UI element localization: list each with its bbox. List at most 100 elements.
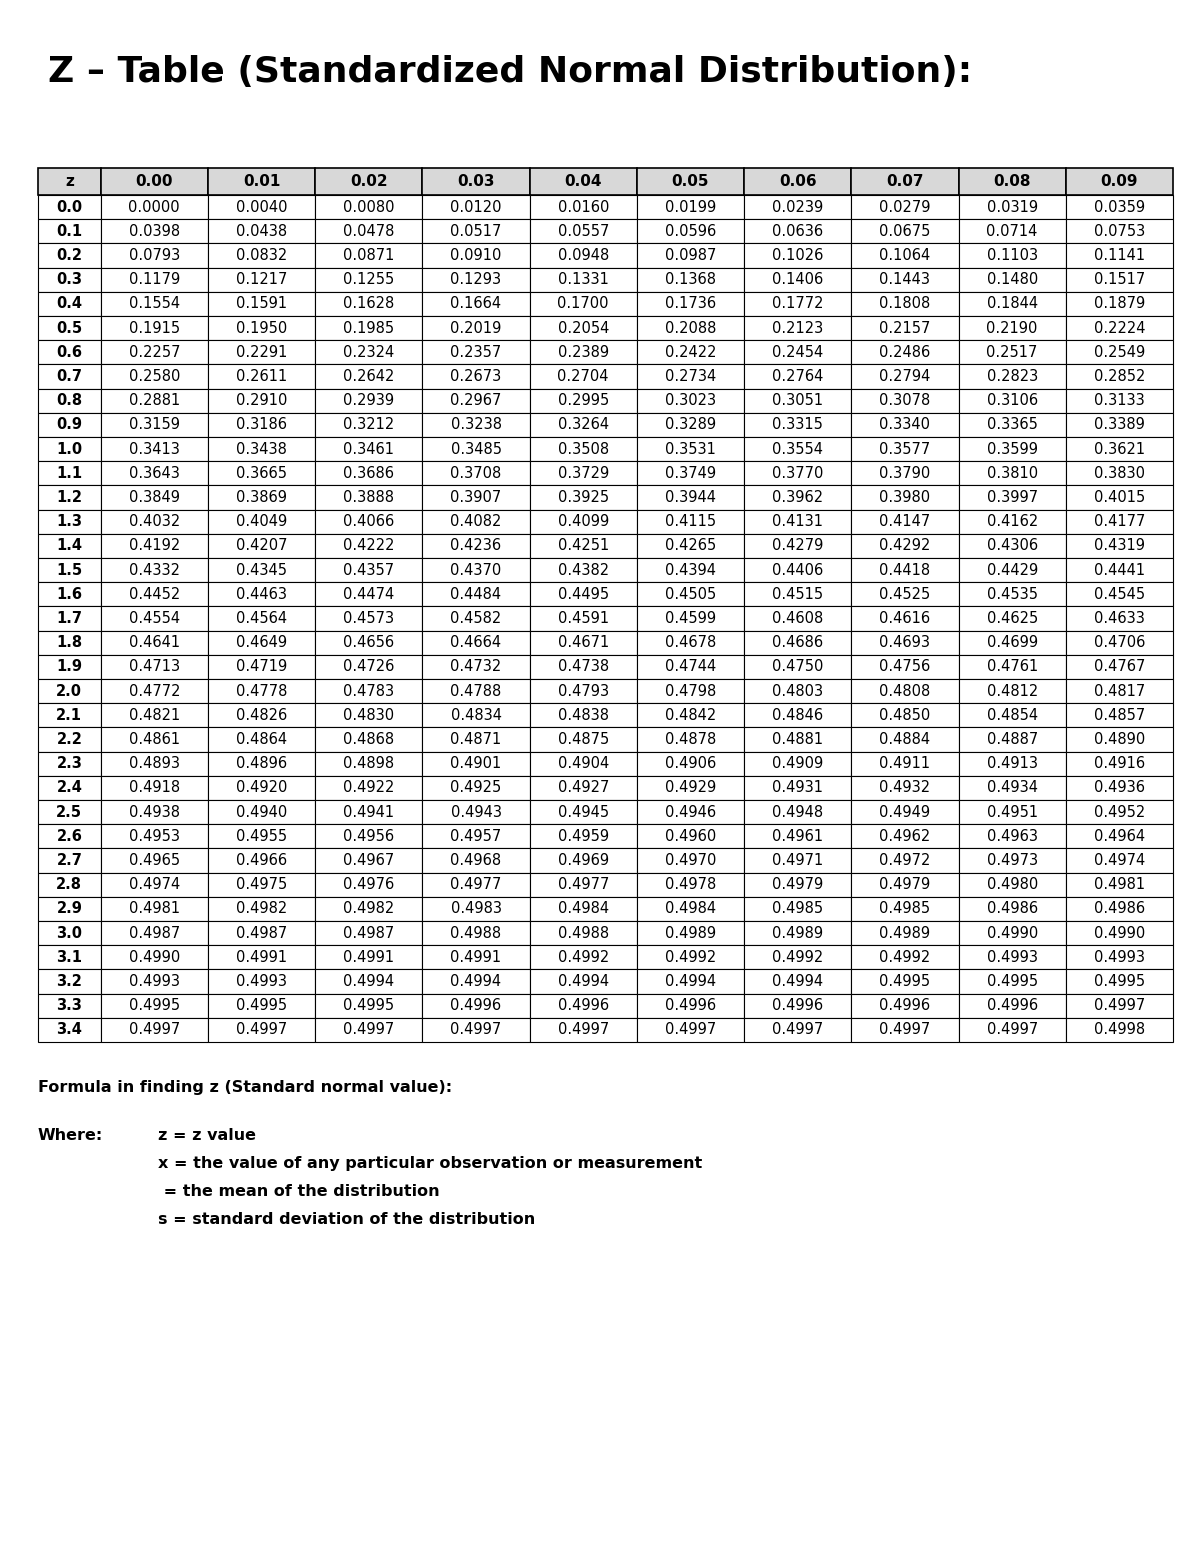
- Text: 0.3023: 0.3023: [665, 393, 716, 408]
- Text: 0.4713: 0.4713: [128, 660, 180, 674]
- Text: 0.4803: 0.4803: [772, 683, 823, 699]
- Bar: [959, 534, 1066, 558]
- Text: 0.3749: 0.3749: [665, 466, 716, 481]
- Bar: [637, 486, 744, 509]
- Bar: [637, 219, 744, 244]
- Text: Where:: Where:: [38, 1127, 103, 1143]
- Text: 0.4934: 0.4934: [986, 781, 1038, 795]
- Bar: [744, 752, 851, 776]
- Text: 0.1406: 0.1406: [772, 272, 823, 287]
- Text: 0.4922: 0.4922: [343, 781, 395, 795]
- Text: 0.4864: 0.4864: [236, 731, 287, 747]
- Text: 0.1443: 0.1443: [880, 272, 930, 287]
- Bar: [316, 509, 422, 534]
- Text: 0.04: 0.04: [564, 174, 602, 189]
- Text: 2.2: 2.2: [56, 731, 83, 747]
- Bar: [959, 365, 1066, 388]
- Bar: [422, 873, 529, 896]
- Bar: [38, 534, 101, 558]
- Bar: [959, 219, 1066, 244]
- Bar: [744, 168, 851, 196]
- Bar: [316, 704, 422, 727]
- Bar: [744, 315, 851, 340]
- Text: 0.4994: 0.4994: [665, 974, 716, 989]
- Bar: [1066, 461, 1174, 486]
- Text: 0.4948: 0.4948: [772, 804, 823, 820]
- Text: 0.2486: 0.2486: [880, 345, 930, 360]
- Text: 0.4834: 0.4834: [450, 708, 502, 722]
- Text: 2.9: 2.9: [56, 901, 83, 916]
- Bar: [529, 436, 637, 461]
- Text: 0.4898: 0.4898: [343, 756, 395, 772]
- Bar: [422, 606, 529, 631]
- Text: 0.4693: 0.4693: [880, 635, 930, 651]
- Text: 0.4441: 0.4441: [1094, 562, 1145, 578]
- Text: 0.0478: 0.0478: [343, 224, 395, 239]
- Text: 0.0987: 0.0987: [665, 248, 716, 262]
- Bar: [422, 267, 529, 292]
- Text: Z – Table (Standardized Normal Distribution):: Z – Table (Standardized Normal Distribut…: [48, 54, 972, 89]
- Bar: [208, 388, 316, 413]
- Bar: [38, 704, 101, 727]
- Text: 0.4761: 0.4761: [986, 660, 1038, 674]
- Bar: [851, 413, 959, 436]
- Text: 0.2123: 0.2123: [772, 320, 823, 335]
- Text: 0.4192: 0.4192: [128, 539, 180, 553]
- Bar: [316, 800, 422, 825]
- Bar: [959, 994, 1066, 1017]
- Text: 0.4992: 0.4992: [772, 950, 823, 964]
- Bar: [422, 631, 529, 655]
- Bar: [422, 436, 529, 461]
- Bar: [529, 969, 637, 994]
- Bar: [744, 896, 851, 921]
- Bar: [851, 727, 959, 752]
- Text: 0.4997: 0.4997: [986, 1022, 1038, 1037]
- Bar: [529, 534, 637, 558]
- Text: 0.3888: 0.3888: [343, 491, 395, 505]
- Text: 0.1064: 0.1064: [880, 248, 930, 262]
- Text: 0.4394: 0.4394: [665, 562, 716, 578]
- Bar: [529, 655, 637, 679]
- Text: 0.4972: 0.4972: [880, 853, 931, 868]
- Bar: [529, 168, 637, 196]
- Bar: [1066, 631, 1174, 655]
- Text: 0.4967: 0.4967: [343, 853, 395, 868]
- Bar: [316, 168, 422, 196]
- Bar: [529, 267, 637, 292]
- Bar: [959, 340, 1066, 365]
- Bar: [637, 267, 744, 292]
- Bar: [529, 1017, 637, 1042]
- Bar: [101, 196, 208, 219]
- Bar: [744, 509, 851, 534]
- Bar: [422, 582, 529, 606]
- Bar: [959, 848, 1066, 873]
- Bar: [422, 896, 529, 921]
- Bar: [851, 486, 959, 509]
- Text: 0.4953: 0.4953: [128, 829, 180, 843]
- Bar: [744, 365, 851, 388]
- Bar: [529, 388, 637, 413]
- Text: 0.4854: 0.4854: [986, 708, 1038, 722]
- Text: 0.4987: 0.4987: [128, 926, 180, 941]
- Text: 0.4929: 0.4929: [665, 781, 716, 795]
- Bar: [529, 413, 637, 436]
- Text: 0.4989: 0.4989: [665, 926, 716, 941]
- Text: 0.4941: 0.4941: [343, 804, 395, 820]
- Text: 0.8: 0.8: [56, 393, 83, 408]
- Bar: [744, 461, 851, 486]
- Bar: [208, 340, 316, 365]
- Bar: [529, 727, 637, 752]
- Bar: [208, 848, 316, 873]
- Bar: [959, 631, 1066, 655]
- Text: 0.4772: 0.4772: [128, 683, 180, 699]
- Bar: [208, 292, 316, 315]
- Text: 0.0948: 0.0948: [558, 248, 608, 262]
- Bar: [959, 1017, 1066, 1042]
- Bar: [959, 413, 1066, 436]
- Text: 0.4162: 0.4162: [986, 514, 1038, 530]
- Text: 0.4969: 0.4969: [558, 853, 608, 868]
- Bar: [208, 461, 316, 486]
- Bar: [744, 388, 851, 413]
- Bar: [851, 196, 959, 219]
- Bar: [744, 558, 851, 582]
